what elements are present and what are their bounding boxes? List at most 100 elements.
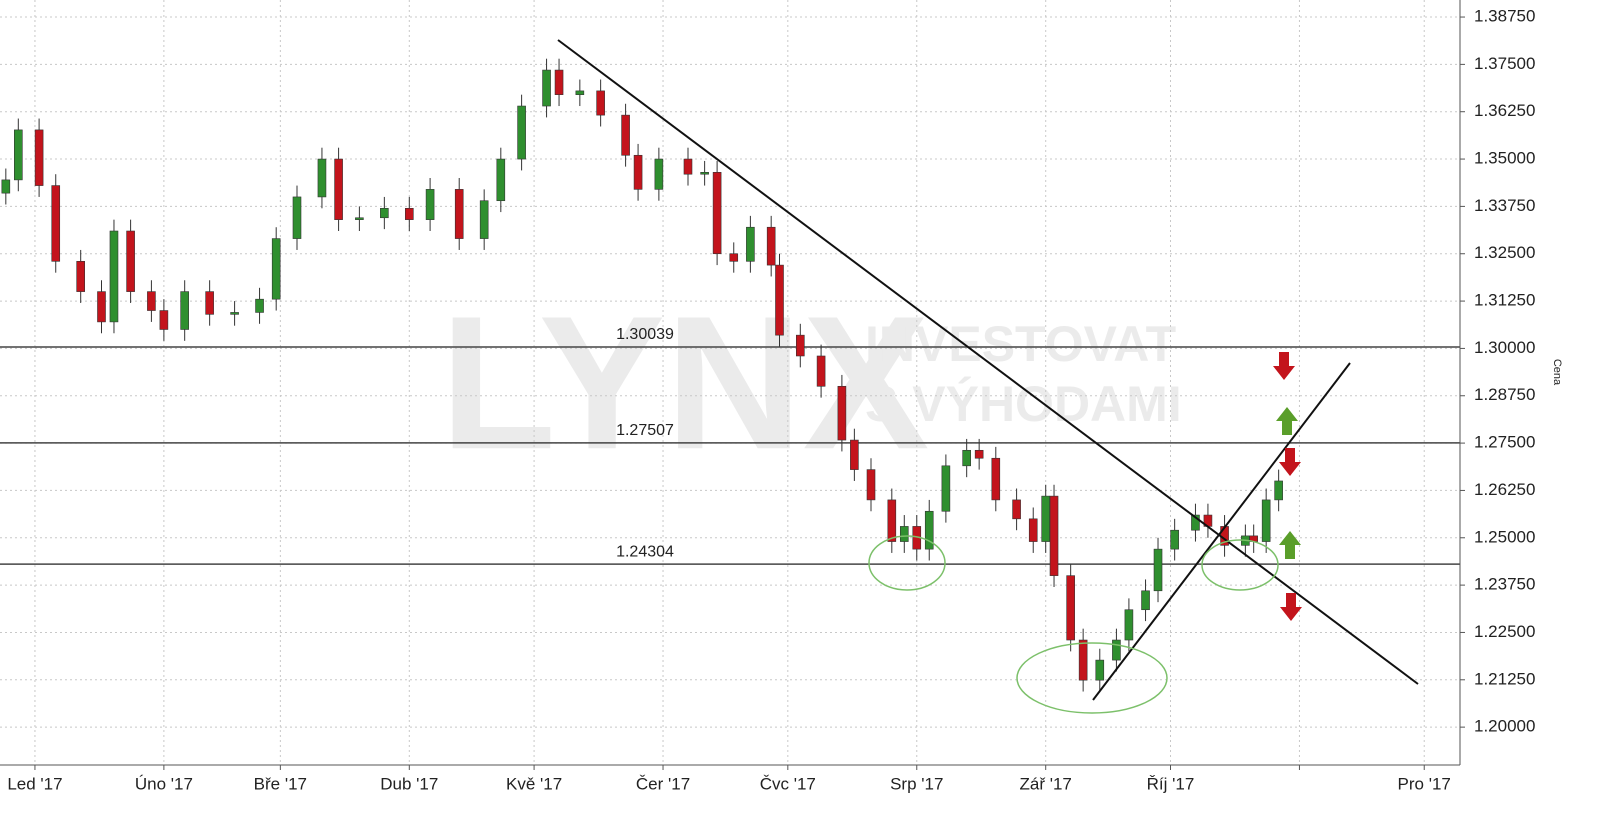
candle-body	[766, 226, 776, 266]
candle-body	[34, 129, 44, 186]
arrow-down	[1273, 352, 1295, 380]
candle-body	[1, 179, 11, 194]
candle-body	[991, 457, 1001, 501]
candle-body	[1041, 495, 1051, 542]
candle-body	[292, 196, 302, 239]
candle-body	[126, 230, 135, 292]
candle-body	[271, 238, 281, 300]
y-tick-label: 1.31250	[1474, 291, 1535, 310]
x-tick-label: Čer '17	[636, 774, 690, 793]
candle-body	[887, 499, 897, 542]
candle-body	[1261, 499, 1271, 542]
candle-body	[899, 526, 909, 542]
candle-body	[454, 189, 464, 239]
highlight-ellipse	[1016, 642, 1168, 714]
candle-body	[1012, 499, 1021, 520]
x-tick-label: Čvc '17	[760, 774, 816, 793]
x-tick-label: Srp '17	[890, 774, 943, 793]
y-tick-label: 1.22500	[1474, 622, 1535, 641]
level-label: 1.27507	[616, 422, 674, 439]
y-tick-label: 1.23750	[1474, 575, 1535, 594]
candle-body	[596, 90, 605, 116]
candle-body	[1153, 548, 1163, 592]
y-tick-label: 1.21250	[1474, 669, 1535, 688]
candle-body	[205, 291, 214, 315]
watermark-line: S VÝHODAMI	[865, 376, 1182, 432]
candle-body	[1066, 575, 1075, 641]
arrow-down	[1280, 593, 1302, 621]
candle-body	[159, 310, 169, 330]
y-tick-label: 1.33750	[1474, 196, 1535, 215]
y-tick-label: 1.25000	[1474, 527, 1535, 546]
watermark: LYNX INVESTOVAT S VÝHODAMI	[440, 277, 1182, 489]
candle-body	[317, 158, 327, 198]
candle-body	[180, 291, 189, 330]
candle-body	[974, 449, 984, 459]
candle-body	[700, 172, 709, 175]
candle-body	[1124, 609, 1134, 641]
y-tick-label: 1.38750	[1474, 7, 1535, 26]
y-tick-label: 1.35000	[1474, 149, 1535, 168]
highlight-ellipse	[1201, 539, 1279, 591]
candle-body	[554, 69, 564, 95]
highlight-ellipse	[868, 535, 946, 591]
candle-body	[380, 207, 389, 219]
x-tick-label: Pro '17	[1398, 774, 1451, 793]
level-label: 1.30039	[616, 326, 674, 343]
candle-body	[941, 465, 951, 512]
candle-body	[924, 510, 934, 550]
candle-body	[76, 261, 85, 292]
trend-line	[1092, 362, 1351, 701]
level-label: 1.24304	[616, 543, 674, 560]
candle-body	[517, 105, 526, 160]
arrow-down	[1279, 448, 1301, 476]
candle-body	[479, 200, 489, 239]
candle-body	[425, 189, 435, 220]
candle-body	[1191, 514, 1200, 531]
candle-body	[147, 291, 156, 311]
y-tick-label: 1.28750	[1474, 385, 1535, 404]
y-tick-label: 1.37500	[1474, 54, 1535, 73]
x-tick-label: Kvě '17	[506, 774, 562, 793]
candle-body	[775, 264, 784, 336]
candle-body	[404, 207, 414, 220]
candle-body	[1141, 590, 1150, 611]
watermark-logo: LYNX	[440, 277, 929, 489]
candle-body	[542, 69, 551, 107]
candle-body	[712, 172, 722, 255]
candle-body	[621, 114, 630, 156]
candle-body	[14, 129, 23, 181]
x-tick-label: Úno '17	[135, 774, 193, 793]
y-tick-label: 1.36250	[1474, 101, 1535, 120]
x-tick-label: Říj '17	[1147, 774, 1195, 793]
candle-body	[837, 385, 847, 441]
candle-body	[1170, 529, 1179, 550]
candle-body	[816, 355, 826, 387]
arrow-up	[1276, 407, 1298, 435]
y-tick-label: 1.32500	[1474, 243, 1535, 262]
candle-body	[1095, 659, 1105, 681]
candle-body	[746, 226, 755, 262]
candle-body	[795, 334, 805, 357]
candle-body	[51, 185, 61, 262]
candle-body	[654, 158, 664, 190]
candle-body	[683, 158, 693, 175]
watermark-line: INVESTOVAT	[865, 316, 1176, 372]
candle-body	[1274, 480, 1283, 501]
candle-body	[962, 449, 971, 467]
x-tick-label: Zář '17	[1020, 774, 1072, 793]
drawings	[557, 39, 1419, 714]
candle-body	[729, 253, 739, 262]
x-tick-label: Led '17	[7, 774, 62, 793]
candle-body	[633, 154, 643, 190]
arrow-up	[1279, 531, 1301, 559]
x-tick-label: Dub '17	[380, 774, 438, 793]
y-axis-title: Cena	[1551, 359, 1563, 386]
candle-body	[230, 312, 239, 315]
y-tick-label: 1.20000	[1474, 717, 1535, 736]
y-tick-label: 1.27500	[1474, 433, 1535, 452]
candle-body	[355, 217, 364, 220]
candle-body	[97, 291, 106, 323]
candle-body	[1112, 639, 1121, 661]
